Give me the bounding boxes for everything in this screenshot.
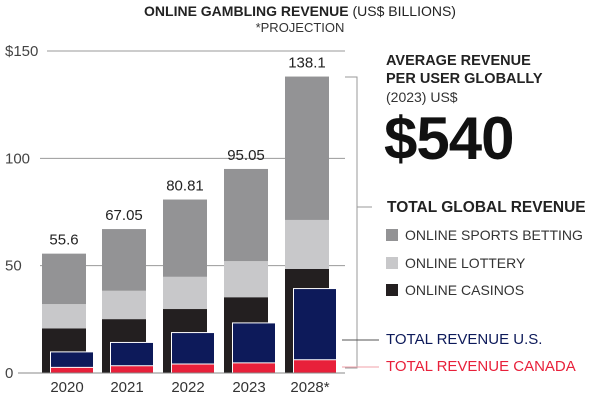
bar-segment-online-lottery (42, 304, 86, 329)
bar-canada (233, 362, 275, 373)
legend-item-sports: ONLINE SPORTS BETTING (386, 227, 583, 243)
bar-canada (111, 365, 153, 373)
total-label: 55.6 (49, 232, 78, 249)
bar-us (294, 289, 336, 373)
bar-segment-online-lottery (285, 219, 329, 269)
bar-canada (51, 367, 93, 373)
legend-item-lottery: ONLINE LOTTERY (386, 255, 525, 271)
legend-canada: TOTAL REVENUE CANADA (386, 358, 576, 375)
chart-subtitle: *PROJECTION (255, 20, 345, 35)
bar-segment-online-sports-betting (224, 168, 268, 262)
y-tick-label: 100 (5, 150, 30, 167)
legend-us: TOTAL REVENUE U.S. (386, 331, 543, 348)
arpu-heading-1: AVERAGE REVENUE (386, 53, 531, 69)
y-tick-label: 50 (5, 258, 22, 275)
arpu-subtext: (2023) US$ (386, 89, 458, 105)
total-label: 138.1 (288, 55, 326, 72)
x-tick-label: 2028* (290, 379, 329, 396)
legend-swatch (386, 229, 398, 241)
y-tick-label: $150 (5, 43, 38, 60)
bar-segment-online-sports-betting (42, 253, 86, 305)
total-label: 80.81 (166, 178, 204, 195)
y-tick-label: 0 (5, 365, 13, 382)
x-tick-label: 2022 (171, 379, 204, 396)
x-tick-label: 2021 (110, 379, 143, 396)
x-tick-label: 2023 (232, 379, 265, 396)
chart-title: ONLINE GAMBLING REVENUE (US$ BILLIONS) (144, 3, 456, 19)
bar-canada (172, 363, 214, 373)
arpu-value: $540 (384, 105, 514, 172)
legend-item-casinos: ONLINE CASINOS (386, 282, 524, 298)
bar-segment-online-sports-betting (102, 229, 146, 291)
total-label: 95.05 (227, 147, 265, 164)
legend-bracket (345, 76, 358, 369)
total-label: 67.05 (105, 207, 143, 224)
bar-segment-online-lottery (102, 290, 146, 320)
bar-segment-online-sports-betting (285, 76, 329, 220)
x-tick-label: 2020 (50, 379, 83, 396)
legend-swatch (386, 257, 398, 269)
bar-canada (294, 359, 336, 373)
legend-swatch (386, 284, 398, 296)
bar-segment-online-lottery (163, 276, 207, 310)
arpu-heading-2: PER USER GLOBALLY (386, 71, 543, 87)
bar-segment-online-lottery (224, 261, 268, 298)
legend-title: TOTAL GLOBAL REVENUE (387, 199, 586, 216)
bar-segment-online-sports-betting (163, 199, 207, 277)
